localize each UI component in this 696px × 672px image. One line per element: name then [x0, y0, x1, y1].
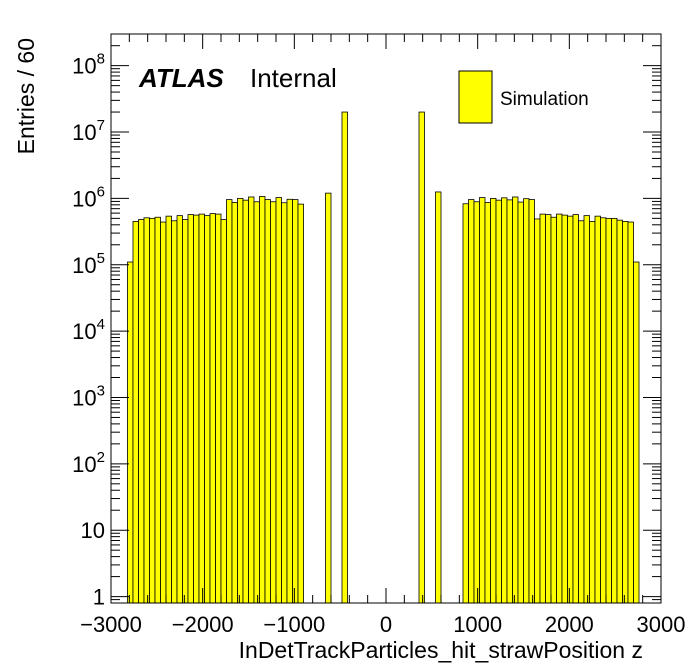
y-tick-label: 102 — [72, 449, 105, 477]
y-axis-ticks: 1 10 102 103 104 105 106 107 108 — [72, 33, 661, 610]
y-tick-label: 10 — [81, 518, 105, 543]
histogram-bar — [198, 213, 205, 604]
x-tick-label: −1000 — [263, 612, 325, 637]
legend-entry-simulation: Simulation — [500, 89, 589, 110]
y-tick-label: 107 — [72, 117, 105, 145]
histogram-bar — [182, 219, 189, 604]
histogram-bar — [534, 218, 541, 604]
histogram-bar — [270, 201, 277, 604]
histogram-bar — [160, 221, 167, 604]
histogram-bar — [556, 213, 563, 604]
histogram-bar — [215, 213, 222, 604]
y-tick-label: 1 — [93, 585, 105, 610]
histogram-bar — [572, 214, 579, 604]
histogram-bar — [209, 213, 216, 604]
histogram-bar — [484, 201, 491, 604]
histogram-bar — [292, 199, 299, 604]
histogram-bar — [275, 197, 282, 604]
histogram-bar — [512, 196, 519, 604]
histogram-bar — [550, 216, 557, 604]
histogram-bar — [462, 203, 469, 604]
histogram-bar — [506, 199, 513, 604]
histogram-bar — [473, 201, 480, 604]
histogram-bar — [281, 202, 288, 604]
atlas-label-text: Internal — [250, 63, 337, 93]
x-tick-label: 3000 — [637, 612, 686, 637]
histogram-bar — [226, 199, 233, 604]
histogram-bar — [143, 217, 150, 604]
legend-swatch — [458, 70, 493, 124]
histogram-bar — [495, 199, 502, 604]
histogram-bar — [187, 214, 194, 604]
histogram-bar — [297, 203, 304, 604]
x-tick-label: −2000 — [172, 612, 234, 637]
y-tick-label: 104 — [72, 316, 105, 344]
y-tick-label: 103 — [72, 382, 105, 410]
histogram-bar — [523, 198, 530, 604]
y-tick-label: 108 — [72, 51, 105, 79]
x-axis-ticks: −3000 −2000 −1000 0 1000 2000 3000 — [80, 34, 685, 637]
x-tick-label: −3000 — [80, 612, 142, 637]
histogram-bar — [490, 197, 497, 604]
histogram-bar — [242, 199, 249, 604]
x-tick-label: 1000 — [453, 612, 502, 637]
histogram-bar — [561, 214, 568, 604]
histogram-bar — [594, 215, 601, 604]
histogram-bar — [248, 196, 255, 604]
histogram-bar — [501, 197, 508, 604]
histogram-bar — [622, 220, 629, 604]
histogram-bar — [545, 214, 552, 604]
x-tick-label: 0 — [380, 612, 392, 637]
histogram-bar — [567, 215, 574, 604]
histogram-bar — [539, 213, 546, 604]
atlas-label-bold: ATLAS — [138, 63, 224, 93]
histogram-bar — [204, 215, 211, 604]
histogram-bar — [528, 199, 535, 604]
histogram-bar — [605, 217, 612, 604]
histogram-bar — [616, 219, 623, 604]
histogram-bar — [600, 217, 607, 604]
histogram-bar — [468, 199, 475, 604]
histogram-bar — [127, 261, 134, 604]
histogram-bar — [517, 201, 524, 604]
y-tick-label: 106 — [72, 183, 105, 211]
histogram-bar — [220, 219, 227, 604]
histogram-bar — [171, 220, 178, 604]
histogram-bar — [132, 220, 139, 604]
histogram-bar — [253, 201, 260, 604]
histogram-bar — [418, 111, 425, 604]
histogram-bar — [149, 217, 156, 604]
histogram-bar — [479, 197, 486, 604]
x-tick-label: 2000 — [545, 612, 594, 637]
histogram-bar — [583, 215, 590, 604]
histogram-bar — [264, 199, 271, 604]
histogram-bar — [435, 191, 442, 604]
histogram-bar — [231, 201, 238, 604]
y-axis-label: Entries / 60 — [13, 38, 39, 154]
histogram-bar — [341, 111, 348, 604]
histogram-bar — [237, 197, 244, 604]
histogram-bar — [578, 220, 585, 604]
histogram-bar — [193, 214, 200, 604]
histogram-bar — [165, 215, 172, 604]
histogram-bar — [611, 217, 618, 604]
histogram-bar — [286, 198, 293, 604]
histogram-bar — [633, 261, 640, 604]
histogram-bar — [589, 220, 596, 604]
histogram-bar — [154, 216, 161, 604]
histogram-bar — [176, 215, 183, 604]
y-tick-label: 105 — [72, 250, 105, 278]
histogram-bar — [627, 221, 634, 604]
x-axis-label: InDetTrackParticles_hit_strawPosition z — [239, 637, 643, 663]
histogram-bar — [138, 219, 145, 604]
histogram-bar — [259, 196, 266, 604]
histogram-bar — [325, 192, 332, 604]
histogram-bars — [127, 111, 640, 604]
